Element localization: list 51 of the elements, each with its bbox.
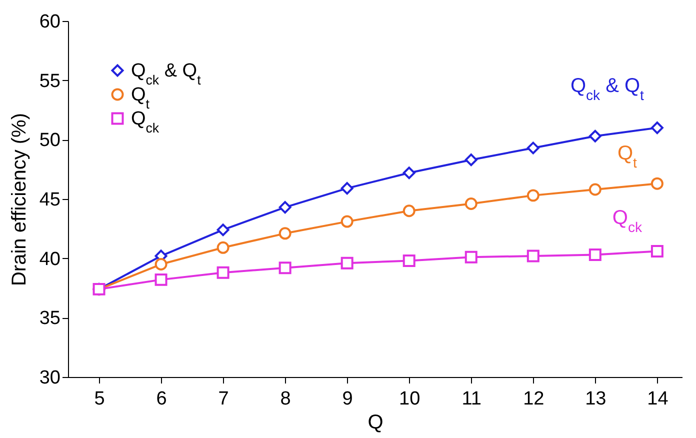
point	[278, 201, 292, 214]
x-tick-label: 9	[342, 388, 353, 410]
y-tick-label: 60	[39, 12, 60, 32]
y-tick-label: 35	[39, 308, 60, 330]
point	[340, 215, 354, 228]
x-tick-label: 11	[462, 388, 482, 410]
y-tick-label: 45	[39, 190, 60, 210]
point	[464, 250, 478, 264]
text: Q$_{ck}$ & Q$_{t}$	[570, 74, 644, 103]
y-tick-label: 55	[39, 70, 60, 92]
point	[526, 142, 540, 154]
point	[588, 183, 602, 196]
point	[464, 154, 478, 166]
point	[402, 166, 416, 180]
point	[216, 224, 230, 236]
x-tick-label: 13	[585, 388, 606, 410]
legend-label: Q$_{t}$	[131, 84, 150, 111]
point	[340, 182, 354, 195]
point	[402, 204, 416, 218]
legend-label: Q$_{ck}$ & Q$_{t}$	[131, 60, 202, 87]
point	[464, 198, 478, 210]
point	[402, 254, 416, 267]
point	[526, 189, 540, 202]
point	[278, 262, 292, 274]
text: Q$_{t}$	[617, 142, 637, 171]
x-tick-label: 5	[94, 388, 105, 410]
point	[278, 227, 292, 240]
y-axis-title: Drain efficiency (%)	[8, 112, 30, 286]
x-tick-label: 8	[280, 388, 291, 410]
x-tick-label: 12	[523, 388, 544, 410]
x-tick-label: 14	[647, 388, 669, 410]
x-tick-label: 7	[218, 388, 229, 410]
y-tick-label: 50	[39, 130, 60, 152]
point	[650, 177, 664, 190]
text: Q$_{ck}$	[612, 207, 642, 236]
y-tick-label: 30	[39, 368, 60, 388]
point	[154, 258, 168, 270]
point	[526, 250, 540, 262]
point	[650, 244, 664, 258]
point	[588, 130, 602, 142]
point	[216, 241, 230, 254]
point	[588, 248, 602, 262]
x-tick-label: 10	[399, 388, 420, 410]
point	[650, 122, 664, 134]
y-tick-label: 40	[39, 248, 60, 270]
x-axis-title: Q	[368, 412, 384, 434]
point	[154, 273, 168, 286]
x-tick-label: 6	[156, 388, 167, 410]
point	[340, 256, 354, 270]
point	[216, 266, 230, 279]
legend-label: Q$_{ck}$	[131, 108, 160, 135]
